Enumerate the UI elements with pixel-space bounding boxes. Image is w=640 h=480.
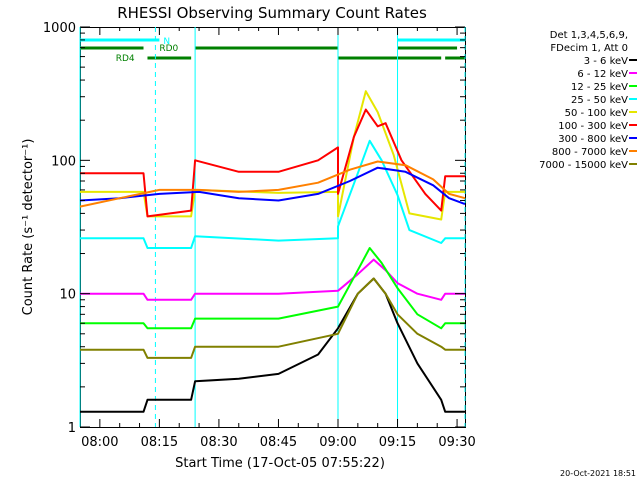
- legend-entry-label: 7000 - 15000 keV: [539, 160, 628, 171]
- legend-entry-label: 50 - 100 keV: [565, 108, 629, 119]
- y-tick-label: 10: [59, 288, 76, 303]
- series-lines: [79, 90, 466, 413]
- series-line: [80, 258, 465, 301]
- legend-entry-label: 12 - 25 keV: [571, 82, 628, 93]
- legend-entry-label: 6 - 12 keV: [577, 69, 628, 80]
- flag-label: RD4: [116, 54, 135, 64]
- x-tick-label: 08:00: [81, 435, 118, 450]
- series-line: [80, 247, 465, 330]
- legend: Det 1,3,4,5,6,9, FDecim 1, Att 0 3 - 6 keV…: [539, 30, 637, 171]
- legend-header: Det 1,3,4,5,6,9,: [550, 30, 628, 41]
- x-tick-label: 08:45: [260, 435, 297, 450]
- x-tick-label: 08:30: [200, 435, 237, 450]
- x-tick-label: 09:15: [379, 435, 416, 450]
- series-line: [80, 277, 465, 413]
- y-tick-label: 1000: [43, 21, 76, 36]
- timestamp: 20-Oct-2021 18:51: [560, 469, 636, 478]
- y-axis-label: Count Rate (s⁻¹ detector⁻¹): [21, 139, 36, 316]
- y-tick-label: 100: [51, 154, 76, 169]
- legend-entry-label: 3 - 6 keV: [584, 56, 628, 67]
- series-line: [80, 90, 465, 221]
- flag-label: RD0: [159, 44, 178, 54]
- flag-label: N: [163, 37, 170, 47]
- x-tick-label: 08:15: [141, 435, 178, 450]
- series-line: [79, 166, 466, 206]
- x-axis-label: Start Time (17-Oct-05 07:55:22): [175, 456, 385, 471]
- series-line: [80, 139, 465, 249]
- legend-header: FDecim 1, Att 0: [550, 43, 628, 54]
- series-line: [80, 108, 465, 218]
- legend-entry-label: 25 - 50 keV: [571, 95, 628, 106]
- x-tick-label: 09:00: [319, 435, 356, 450]
- series-line: [79, 160, 466, 208]
- orbit-markers: [79, 27, 466, 427]
- y-tick-label: 1: [68, 421, 76, 436]
- axis-ticks: 08:00 08:15 08:30 08:45 09:00 09:15 09:30 1 10 10…: [43, 21, 476, 450]
- legend-entry-label: 100 - 300 keV: [558, 121, 628, 132]
- series-line: [80, 277, 465, 359]
- legend-entry-label: 800 - 7000 keV: [552, 147, 628, 158]
- legend-entry-label: 300 - 800 keV: [558, 134, 628, 145]
- x-tick-label: 09:30: [438, 435, 475, 450]
- chart-title: RHESSI Observing Summary Count Rates: [117, 4, 427, 22]
